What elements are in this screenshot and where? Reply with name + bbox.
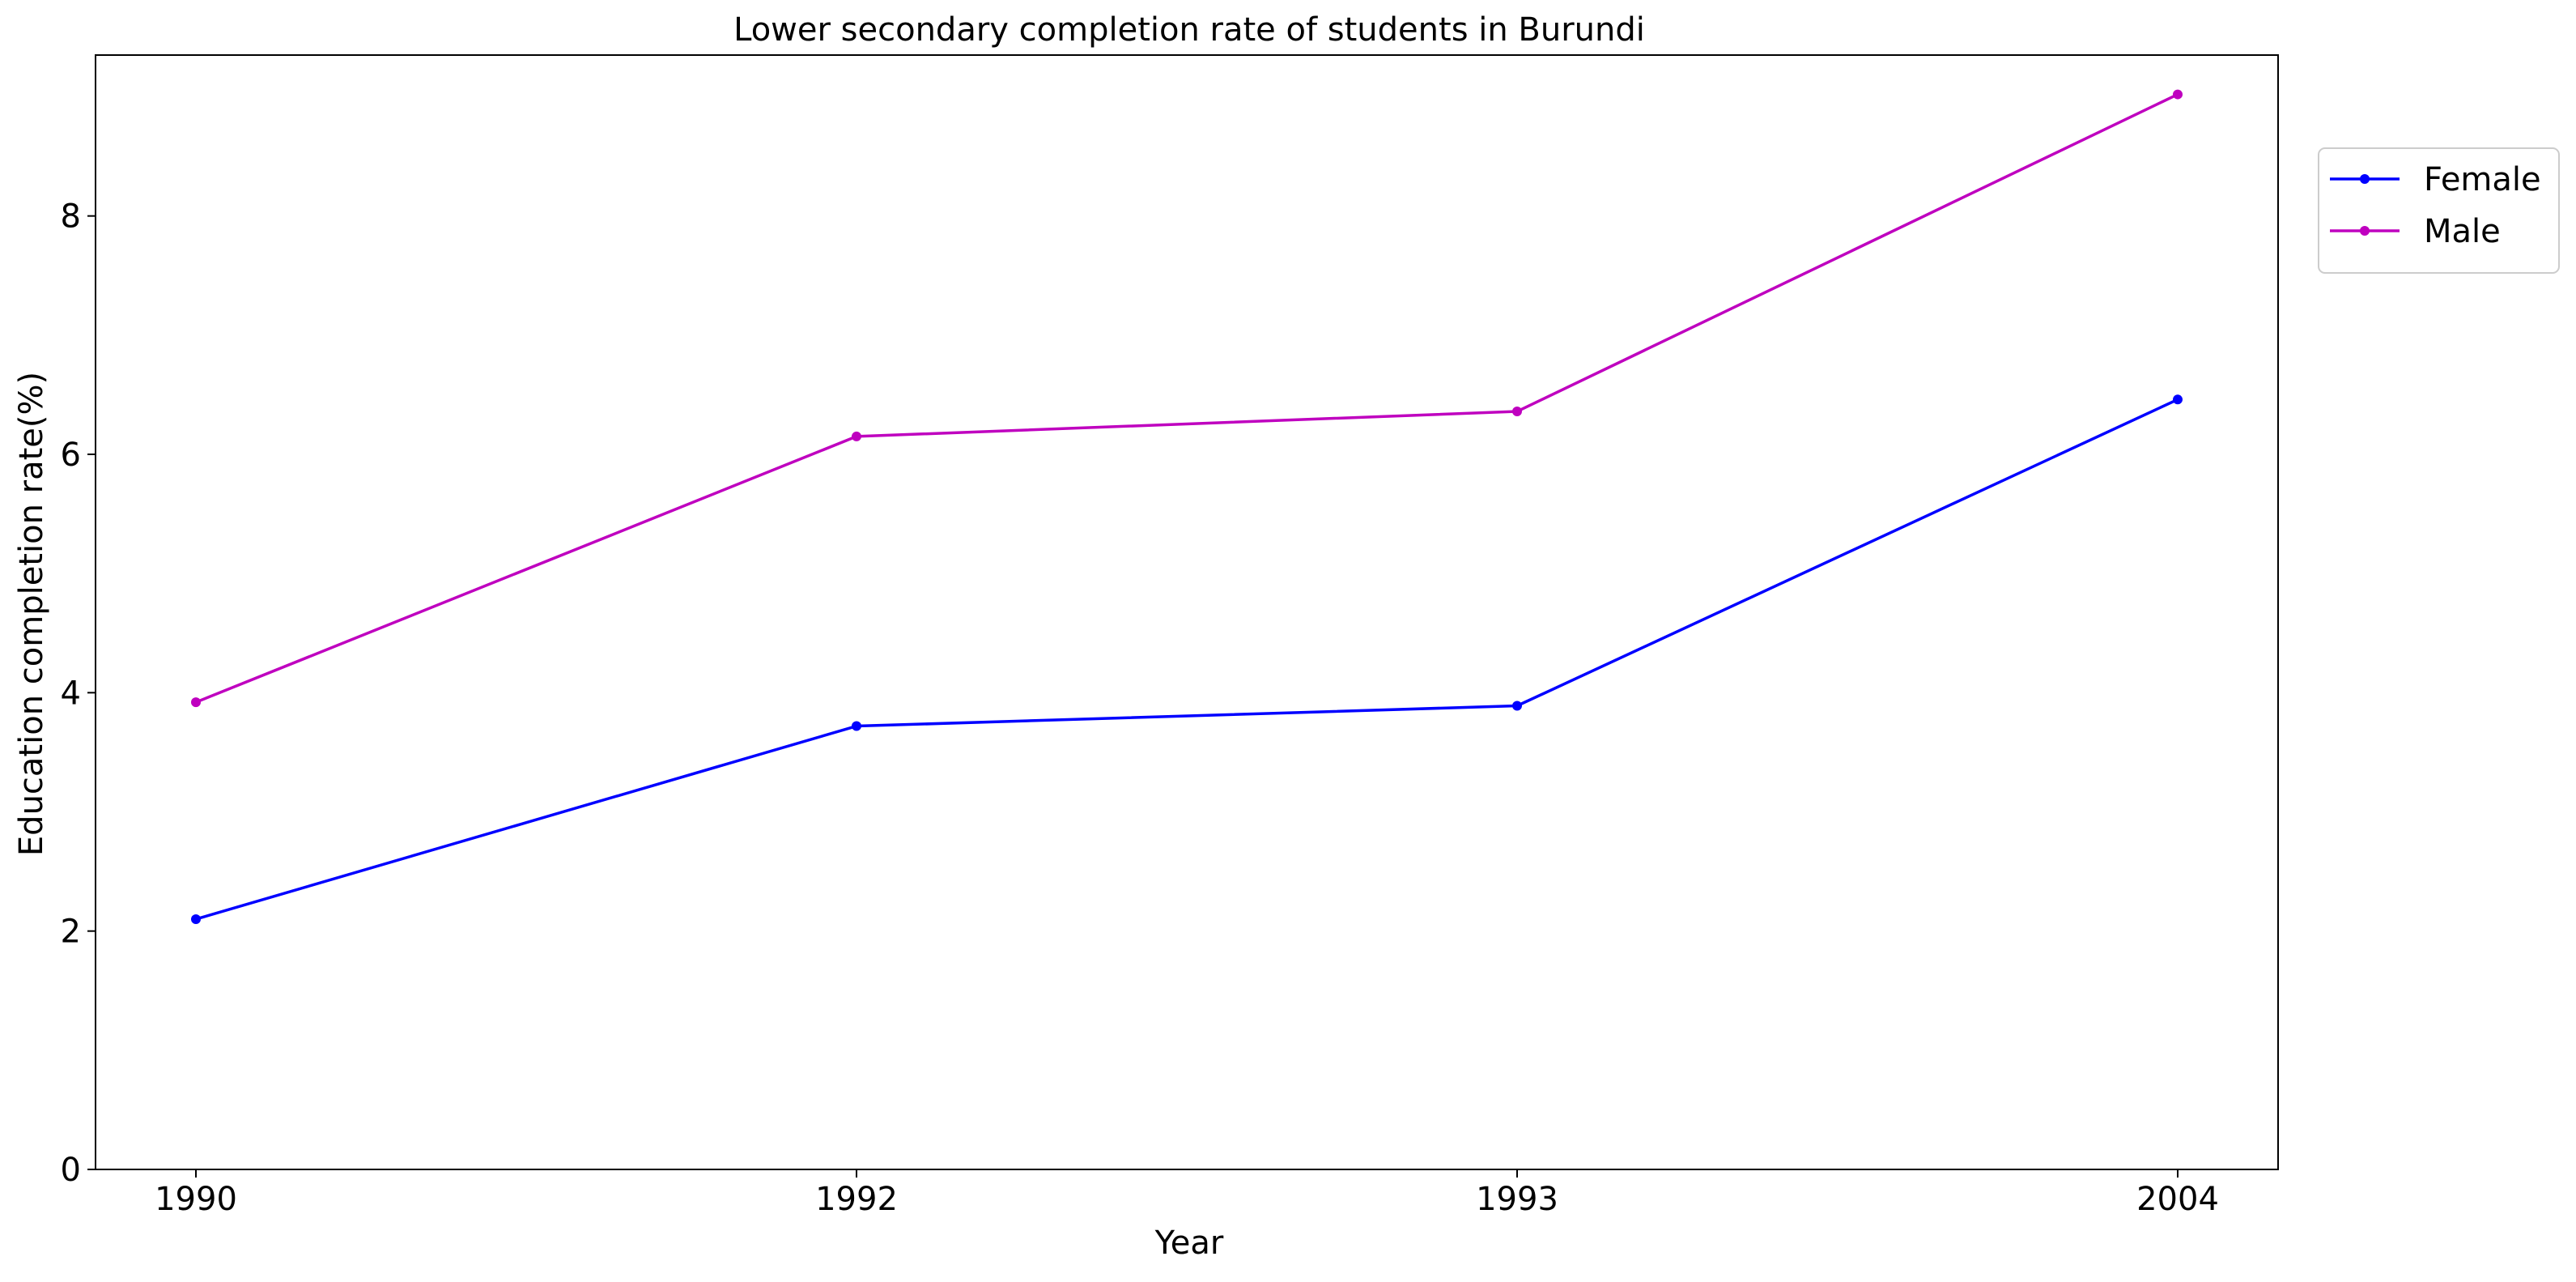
legend-marker-female xyxy=(2360,174,2370,184)
x-tick-label: 1993 xyxy=(1476,1181,1558,1218)
data-point-male xyxy=(2173,89,2183,100)
x-axis-label: Year xyxy=(1154,1225,1224,1262)
data-point-female xyxy=(2173,394,2183,405)
legend-label-female: Female xyxy=(2424,161,2541,198)
chart-title: Lower secondary completion rate of stude… xyxy=(733,11,1645,49)
series-line-female xyxy=(195,398,2179,921)
data-point-female xyxy=(191,914,201,924)
data-point-female xyxy=(1512,701,1522,711)
legend-marker-male xyxy=(2360,226,2370,236)
legend-label-male: Male xyxy=(2424,213,2501,250)
y-tick-label: 6 xyxy=(61,437,81,474)
y-axis-label: Education completion rate(%) xyxy=(13,372,50,856)
y-tick-label: 4 xyxy=(61,675,81,712)
data-point-male xyxy=(852,431,861,441)
y-tick-label: 0 xyxy=(61,1152,81,1189)
y-tick-label: 8 xyxy=(61,198,81,236)
x-tick-label: 1990 xyxy=(155,1181,237,1218)
data-point-male xyxy=(191,697,201,708)
y-tick-label: 2 xyxy=(61,914,81,951)
data-point-male xyxy=(1512,407,1522,417)
data-point-female xyxy=(852,721,861,731)
plot-area-frame xyxy=(95,54,2279,1170)
x-tick-label: 1992 xyxy=(815,1181,898,1218)
series-line-male xyxy=(195,92,2179,704)
x-tick-label: 2004 xyxy=(2136,1181,2219,1218)
